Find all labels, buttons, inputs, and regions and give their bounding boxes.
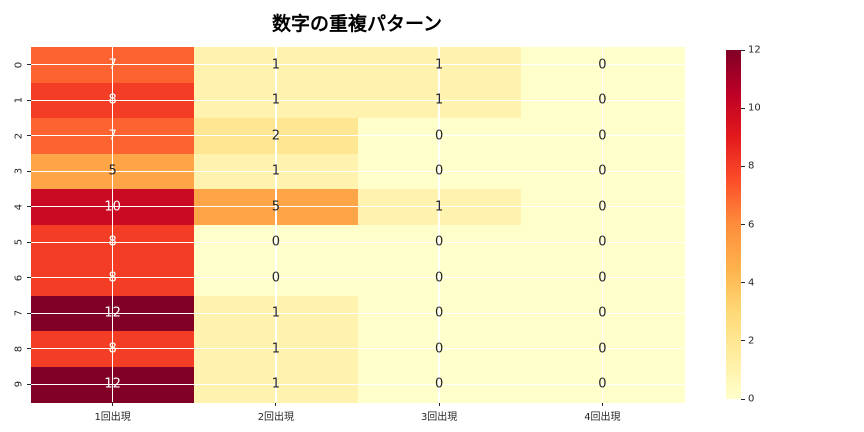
cell-value: 0: [271, 234, 281, 250]
y-tick-label: 6: [13, 274, 25, 281]
y-tick-label: 7: [13, 310, 25, 317]
y-tick: [27, 312, 31, 314]
cell-value: 1: [271, 305, 281, 321]
cell-value: 1: [271, 92, 281, 108]
cell-value: 0: [598, 163, 607, 179]
cell-value: 8: [108, 341, 117, 357]
grid-vline: [275, 47, 277, 402]
colorbar-tick-label: 10: [748, 102, 761, 114]
grid-vline: [601, 47, 604, 402]
cell-value: 5: [271, 199, 281, 215]
cell-value: 0: [598, 92, 607, 108]
x-tick: [601, 402, 603, 406]
cell-value: 2: [271, 128, 281, 144]
grid-hline: [31, 99, 684, 101]
cell-value: 12: [104, 376, 121, 392]
cell-value: 0: [598, 376, 607, 392]
x-tick: [438, 402, 440, 406]
cell-value: 0: [598, 128, 607, 144]
y-tick-label: 1: [13, 97, 25, 104]
y-tick: [27, 348, 31, 350]
cell-value: 0: [598, 199, 607, 215]
grid-hline: [31, 383, 684, 385]
grid-hline: [31, 170, 684, 172]
y-tick: [27, 170, 31, 172]
cell-value: 0: [598, 341, 607, 357]
cell-value: 0: [434, 270, 444, 286]
cell-value: 10: [104, 199, 121, 215]
cell-value: 0: [434, 234, 444, 250]
y-tick: [27, 277, 31, 279]
cell-value: 7: [108, 128, 117, 144]
grid-hline: [31, 64, 684, 66]
grid-vline: [111, 47, 114, 402]
chart-title: 数字の重複パターン: [271, 13, 443, 35]
x-tick: [112, 402, 114, 406]
grid-vline: [438, 47, 440, 402]
x-tick-label: 4回出現: [584, 412, 621, 423]
cell-value: 0: [434, 163, 444, 179]
y-tick: [27, 206, 31, 208]
colorbar-tick-label: 2: [748, 335, 755, 347]
colorbar-tick-label: 6: [748, 219, 755, 230]
colorbar-tick: [741, 107, 745, 109]
colorbar-tick-label: 0: [748, 393, 755, 405]
y-tick-label: 9: [13, 381, 25, 388]
y-tick: [27, 241, 31, 243]
cell-value: 0: [598, 270, 607, 286]
x-tick: [275, 402, 277, 406]
colorbar-tick: [741, 165, 745, 167]
cell-value: 7: [108, 57, 117, 73]
cell-value: 0: [271, 270, 281, 286]
y-tick: [27, 383, 31, 385]
colorbar-tick-label: 8: [748, 160, 755, 172]
cell-value: 1: [271, 376, 281, 392]
y-tick-label: 2: [13, 132, 25, 139]
cell-value: 0: [598, 305, 607, 321]
y-tick: [27, 135, 31, 137]
x-tick-label: 2回出現: [257, 412, 295, 423]
cell-value: 1: [271, 341, 281, 357]
cell-value: 5: [108, 163, 117, 179]
colorbar-tick: [741, 224, 745, 225]
cell-value: 0: [434, 128, 444, 144]
cell-value: 8: [108, 92, 117, 108]
colorbar-tick: [741, 340, 745, 342]
colorbar-tick: [741, 49, 745, 51]
y-tick: [27, 99, 31, 101]
y-tick-label: 3: [13, 168, 25, 175]
grid-hline: [31, 348, 684, 350]
cell-value: 8: [108, 234, 117, 250]
cell-value: 0: [598, 234, 607, 250]
colorbar-tick-label: 4: [748, 277, 755, 289]
colorbar-tick-label: 12: [748, 44, 761, 56]
cell-value: 1: [434, 92, 444, 108]
y-tick-label: 5: [13, 239, 25, 246]
cell-value: 1: [271, 57, 281, 73]
y-tick-label: 4: [13, 203, 25, 210]
colorbar-tick: [741, 282, 745, 284]
x-tick-label: 3回出現: [420, 412, 458, 423]
cell-value: 1: [271, 163, 281, 179]
x-tick-label: 1回出現: [94, 412, 131, 423]
cell-value: 1: [434, 57, 444, 73]
cell-value: 8: [108, 270, 117, 286]
cell-value: 0: [434, 341, 444, 357]
grid-hline: [31, 312, 684, 314]
grid-hline: [31, 135, 684, 137]
colorbar: [726, 50, 741, 399]
colorbar-tick: [741, 398, 745, 400]
cell-value: 0: [598, 57, 607, 73]
y-tick: [27, 64, 31, 66]
cell-value: 12: [104, 305, 121, 321]
cell-value: 0: [434, 305, 444, 321]
grid-hline: [31, 241, 684, 243]
cell-value: 1: [434, 199, 444, 215]
cell-value: 0: [434, 376, 444, 392]
y-tick-label: 8: [13, 345, 25, 352]
grid-hline: [31, 206, 684, 208]
grid-hline: [31, 277, 684, 279]
y-tick-label: 0: [13, 61, 25, 68]
